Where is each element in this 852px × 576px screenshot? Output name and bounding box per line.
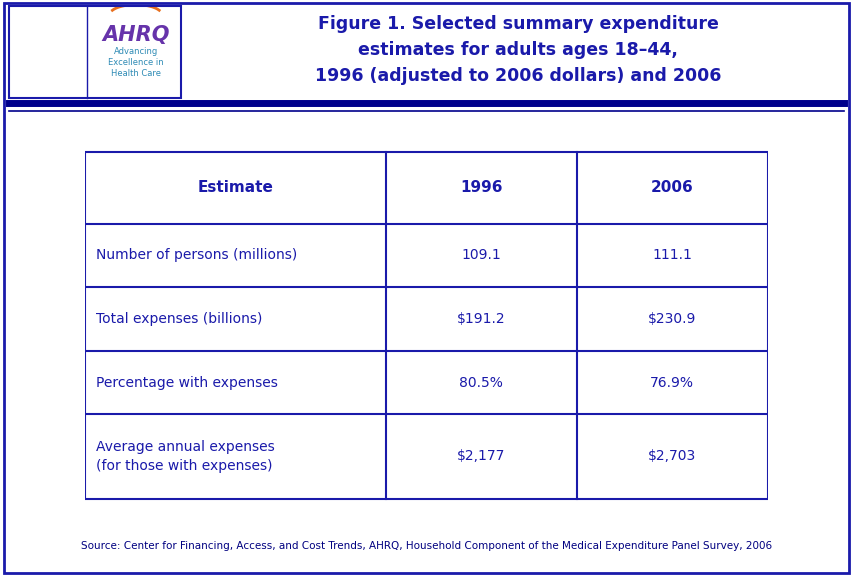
Text: 76.9%: 76.9% xyxy=(649,376,694,389)
Text: 111.1: 111.1 xyxy=(652,248,691,263)
Text: $230.9: $230.9 xyxy=(648,312,695,326)
Text: Average annual expenses
(for those with expenses): Average annual expenses (for those with … xyxy=(95,439,274,473)
Text: Figure 1. Selected summary expenditure
estimates for adults ages 18–44,
1996 (ad: Figure 1. Selected summary expenditure e… xyxy=(314,16,721,85)
Text: Total expenses (billions): Total expenses (billions) xyxy=(95,312,262,326)
Text: Source: Center for Financing, Access, and Cost Trends, AHRQ, Household Component: Source: Center for Financing, Access, an… xyxy=(81,541,771,551)
Text: AHRQ: AHRQ xyxy=(102,25,170,46)
Text: $2,177: $2,177 xyxy=(457,449,504,464)
Text: Ɐ: Ɐ xyxy=(32,33,63,71)
Text: $2,703: $2,703 xyxy=(648,449,695,464)
Text: Advancing
Excellence in
Health Care: Advancing Excellence in Health Care xyxy=(108,47,164,78)
Text: Number of persons (millions): Number of persons (millions) xyxy=(95,248,296,263)
Text: Estimate: Estimate xyxy=(198,180,273,195)
Text: 1996: 1996 xyxy=(459,180,502,195)
Text: $191.2: $191.2 xyxy=(456,312,505,326)
Text: 80.5%: 80.5% xyxy=(458,376,503,389)
Text: 2006: 2006 xyxy=(650,180,693,195)
Text: 109.1: 109.1 xyxy=(461,248,500,263)
Text: Percentage with expenses: Percentage with expenses xyxy=(95,376,277,389)
